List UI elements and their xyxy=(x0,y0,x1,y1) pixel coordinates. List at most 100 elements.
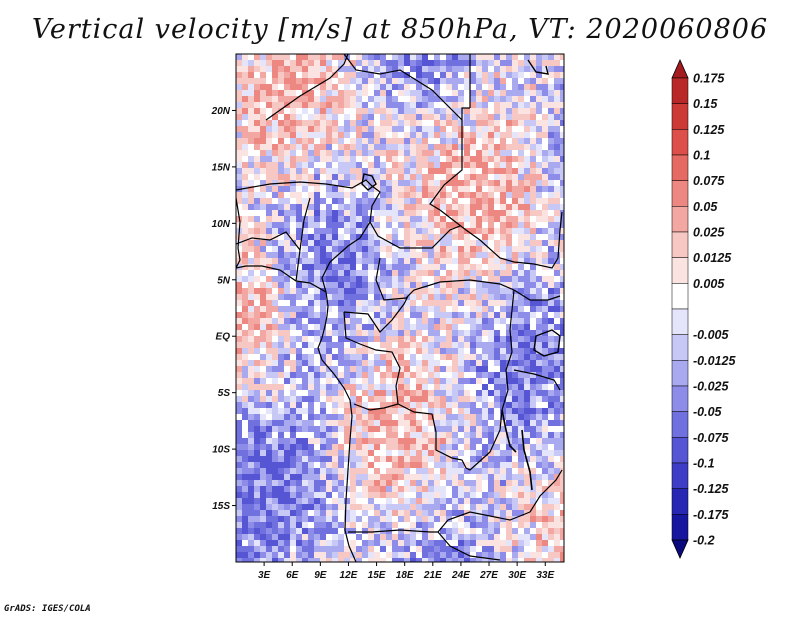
field-cell xyxy=(530,276,537,283)
field-cell xyxy=(398,186,405,193)
field-cell xyxy=(392,138,399,145)
field-cell xyxy=(272,288,279,295)
field-cell xyxy=(428,540,435,547)
field-cell xyxy=(314,474,321,481)
field-cell xyxy=(422,90,429,97)
field-cell xyxy=(482,390,489,397)
field-cell xyxy=(236,318,243,325)
field-cell xyxy=(404,420,411,427)
field-cell xyxy=(506,372,513,379)
field-cell xyxy=(440,324,447,331)
field-cell xyxy=(272,534,279,541)
field-cell xyxy=(278,258,285,265)
field-cell xyxy=(548,222,555,229)
field-cell xyxy=(272,444,279,451)
field-cell xyxy=(554,444,561,451)
field-cell xyxy=(428,270,435,277)
field-cell xyxy=(308,546,315,553)
field-cell xyxy=(242,252,249,259)
field-cell xyxy=(392,144,399,151)
field-cell xyxy=(440,72,447,79)
field-cell xyxy=(260,288,267,295)
field-cell xyxy=(368,552,375,559)
field-cell xyxy=(458,126,465,133)
field-cell xyxy=(428,120,435,127)
field-cell xyxy=(494,402,501,409)
field-cell xyxy=(374,300,381,307)
field-cell xyxy=(260,450,267,457)
field-cell xyxy=(332,300,339,307)
field-cell xyxy=(320,54,327,61)
field-cell xyxy=(284,402,291,409)
field-cell xyxy=(536,90,543,97)
field-cell xyxy=(536,108,543,115)
field-cell xyxy=(248,450,255,457)
field-cell xyxy=(524,492,531,499)
field-cell xyxy=(536,150,543,157)
field-cell xyxy=(320,168,327,175)
field-cell xyxy=(428,492,435,499)
field-cell xyxy=(560,258,564,265)
field-cell xyxy=(392,540,399,547)
field-cell xyxy=(380,204,387,211)
field-cell xyxy=(320,522,327,529)
field-cell xyxy=(452,72,459,79)
field-cell xyxy=(482,300,489,307)
field-cell xyxy=(512,264,519,271)
field-cell xyxy=(248,456,255,463)
field-cell xyxy=(530,552,537,559)
field-cell xyxy=(404,498,411,505)
field-cell xyxy=(290,114,297,121)
field-cell xyxy=(344,198,351,205)
field-cell xyxy=(470,150,477,157)
lake-victoria xyxy=(533,329,561,357)
field-cell xyxy=(278,270,285,277)
field-cell xyxy=(350,492,357,499)
field-cell xyxy=(416,312,423,319)
field-cell xyxy=(470,294,477,301)
field-cell xyxy=(356,120,363,127)
field-cell xyxy=(458,492,465,499)
field-cell xyxy=(380,192,387,199)
field-cell xyxy=(494,108,501,115)
field-cell xyxy=(524,324,531,331)
field-cell xyxy=(500,330,507,337)
field-cell xyxy=(404,390,411,397)
field-cell xyxy=(236,126,243,133)
field-cell xyxy=(500,378,507,385)
field-cell xyxy=(380,384,387,391)
field-cell xyxy=(356,474,363,481)
field-cell xyxy=(518,72,525,79)
field-cell xyxy=(320,348,327,355)
field-cell xyxy=(344,468,351,475)
field-cell xyxy=(512,84,519,91)
field-cell xyxy=(542,162,549,169)
field-cell xyxy=(488,390,495,397)
field-cell xyxy=(314,432,321,439)
field-cell xyxy=(338,528,345,535)
field-cell xyxy=(542,234,549,241)
field-cell xyxy=(332,222,339,229)
field-cell xyxy=(296,474,303,481)
field-cell xyxy=(362,372,369,379)
field-cell xyxy=(518,120,525,127)
field-cell xyxy=(464,444,471,451)
field-cell xyxy=(326,246,333,253)
field-cell xyxy=(308,90,315,97)
field-cell xyxy=(422,114,429,121)
field-cell xyxy=(530,300,537,307)
field-cell xyxy=(278,468,285,475)
field-cell xyxy=(494,192,501,199)
field-cell xyxy=(506,342,513,349)
field-cell xyxy=(410,444,417,451)
field-cell xyxy=(536,192,543,199)
field-cell xyxy=(452,102,459,109)
field-cell xyxy=(320,252,327,259)
field-cell xyxy=(308,108,315,115)
field-cell xyxy=(260,318,267,325)
field-cell xyxy=(428,348,435,355)
field-cell xyxy=(248,144,255,151)
field-cell xyxy=(314,360,321,367)
field-cell xyxy=(506,264,513,271)
field-cell xyxy=(530,240,537,247)
